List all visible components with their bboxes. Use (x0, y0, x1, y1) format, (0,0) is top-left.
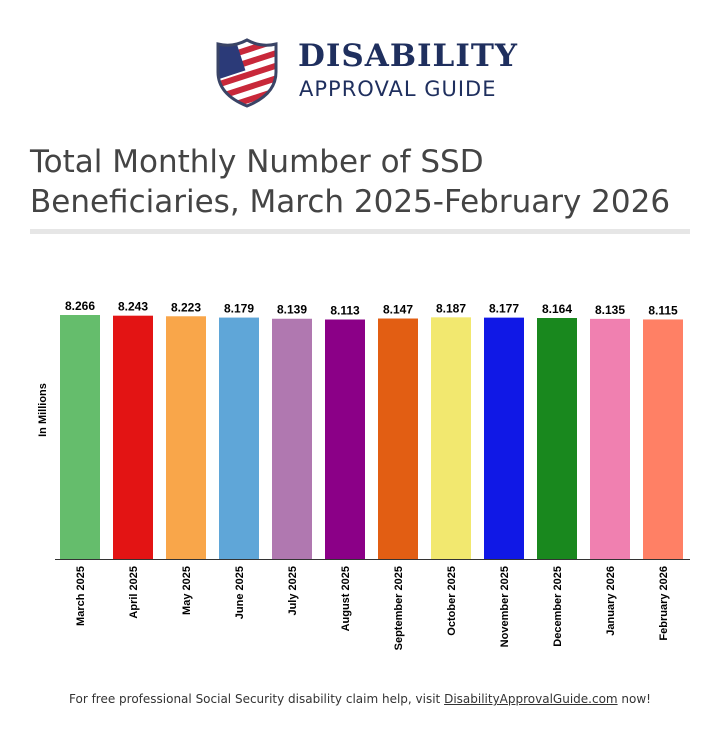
x-tick-label: March 2025 (75, 566, 87, 626)
data-label: 8.135 (595, 303, 625, 317)
data-label: 8.223 (171, 300, 201, 314)
x-tick-label: September 2025 (393, 566, 405, 650)
x-tick-label: November 2025 (499, 566, 511, 647)
bar (272, 318, 312, 559)
x-tick-label: June 2025 (234, 566, 246, 619)
chart-title: Total Monthly Number of SSD Beneficiarie… (30, 144, 671, 220)
data-label: 8.115 (648, 303, 678, 317)
data-label: 8.177 (489, 302, 519, 316)
logo-text-secondary: APPROVAL GUIDE (299, 77, 497, 101)
data-label: 8.139 (277, 303, 307, 317)
x-tick-label: July 2025 (287, 566, 299, 616)
footer-suffix: now! (617, 692, 651, 706)
x-tick-label: May 2025 (181, 566, 193, 615)
data-label: 8.113 (330, 304, 360, 318)
y-axis-label: In Millions (37, 383, 49, 437)
bar (325, 319, 365, 559)
data-label: 8.179 (224, 302, 254, 316)
bar (590, 318, 630, 559)
x-tick-label: August 2025 (340, 566, 352, 631)
data-label: 8.164 (542, 302, 572, 316)
bar (643, 319, 683, 559)
x-tick-label: December 2025 (552, 566, 564, 647)
bar (537, 318, 577, 559)
data-label: 8.147 (383, 303, 413, 317)
footer-link[interactable]: DisabilityApprovalGuide.com (444, 692, 618, 706)
bar (219, 317, 259, 559)
x-tick-label: February 2026 (658, 566, 670, 641)
footer-text: For free professional Social Security di… (69, 692, 445, 706)
data-label: 8.266 (65, 299, 95, 313)
logo-text-primary: DISABILITY (298, 38, 519, 74)
data-label: 8.187 (436, 301, 466, 315)
bar (378, 318, 418, 559)
x-tick-label: April 2025 (128, 566, 140, 619)
title-divider (30, 229, 690, 234)
data-label: 8.243 (118, 300, 148, 314)
x-tick-label: October 2025 (446, 566, 458, 636)
bar (484, 317, 524, 559)
flag-shield-icon (216, 38, 278, 108)
logo: DISABILITY APPROVAL GUIDE (214, 36, 517, 108)
bar (60, 315, 100, 559)
x-tick-label: January 2026 (605, 566, 617, 636)
bar (166, 316, 206, 559)
bar-chart: In Millions 8.266 March 2025 8.243 April 20… (37, 299, 690, 650)
footer: For free professional Social Security di… (0, 692, 720, 706)
bar (113, 315, 153, 559)
bar (431, 317, 471, 559)
